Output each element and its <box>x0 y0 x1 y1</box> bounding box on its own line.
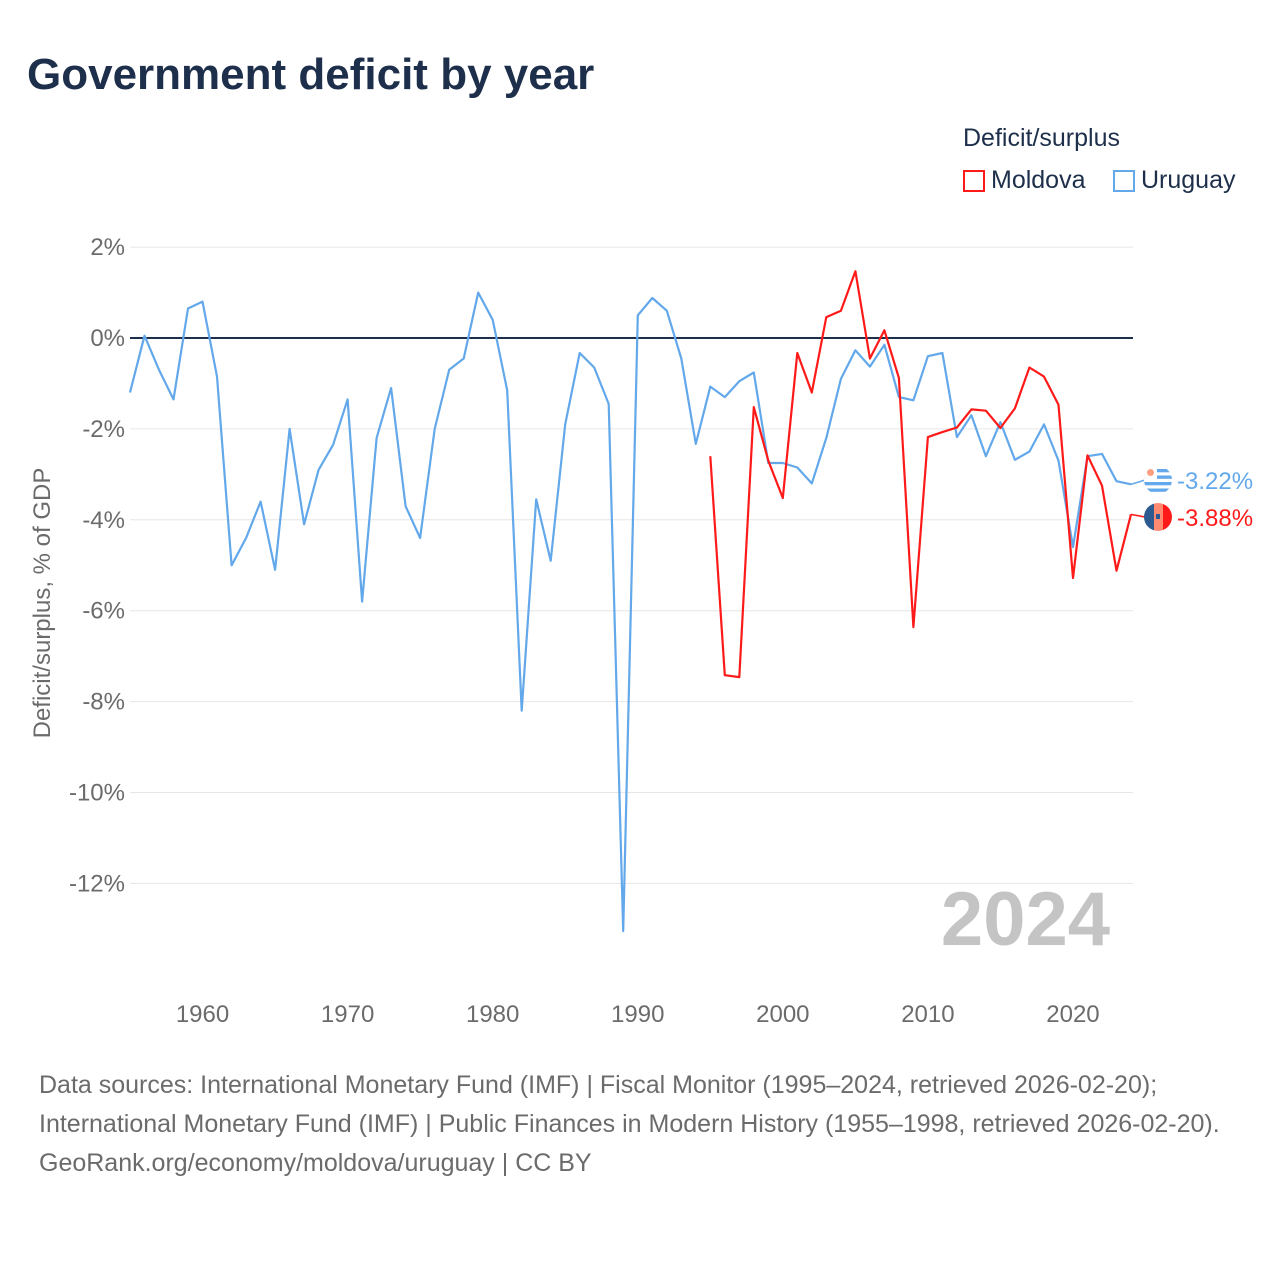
footer: Data sources: International Monetary Fun… <box>39 1066 1239 1183</box>
legend-item-uruguay[interactable]: Uruguay <box>1113 166 1236 195</box>
flag-sun <box>1147 469 1154 476</box>
data-sources: Data sources: International Monetary Fun… <box>39 1071 1220 1138</box>
x-tick-label: 2000 <box>756 1001 809 1028</box>
flag-moldova-icon <box>1144 503 1172 531</box>
series-line-moldova <box>709 270 1133 679</box>
legend-label-moldova: Moldova <box>991 166 1086 194</box>
flag-red <box>1163 503 1172 531</box>
legend-title: Deficit/surplus <box>963 124 1120 152</box>
flag-emblem <box>1156 514 1160 519</box>
x-tick-label: 2020 <box>1046 1001 1099 1028</box>
x-tick-label: 2010 <box>901 1001 954 1028</box>
y-tick-label: -10% <box>69 780 125 807</box>
year-label: 2024 <box>941 877 1110 962</box>
y-tick-label: -4% <box>82 507 125 534</box>
chart-title: Government deficit by year <box>27 50 595 99</box>
flag-uruguay-icon <box>1144 466 1172 494</box>
legend-swatch-moldova <box>963 169 985 192</box>
y-tick-label: 0% <box>90 325 125 352</box>
flag-blue <box>1144 503 1154 531</box>
flag-body <box>1144 466 1172 494</box>
x-tick-label: 1980 <box>466 1001 519 1028</box>
flag-stripe <box>1144 482 1172 486</box>
legend-item-moldova[interactable]: Moldova <box>963 166 1086 195</box>
credit-link[interactable]: GeoRank.org/economy/moldova/uruguay | CC… <box>39 1149 592 1177</box>
end-label-uruguay: -3.22% <box>1177 468 1253 495</box>
legend-swatch-uruguay <box>1113 169 1135 192</box>
end-connector-uruguay <box>1130 479 1146 486</box>
y-tick-label: -8% <box>82 689 125 716</box>
flag-stripe <box>1144 469 1172 473</box>
series-line-uruguay <box>128 291 1132 933</box>
x-tick-label: 1970 <box>321 1001 374 1028</box>
flag-stripe <box>1144 475 1172 479</box>
y-axis-label: Deficit/surplus, % of GDP <box>29 468 56 739</box>
end-connector-moldova <box>1130 513 1146 518</box>
y-tick-label: -12% <box>69 870 125 897</box>
end-label-moldova: -3.88% <box>1177 505 1253 532</box>
flag-stripe <box>1144 488 1172 492</box>
x-tick-label: 1990 <box>611 1001 664 1028</box>
x-tick-label: 1960 <box>176 1001 229 1028</box>
y-tick-label: 2% <box>90 234 125 261</box>
legend-label-uruguay: Uruguay <box>1141 166 1236 194</box>
line-chart: 2% 0% -2% -4% -6% -8% -10% -12% 1960 1970 1980 199… <box>29 234 1253 1028</box>
y-tick-label: -2% <box>82 416 125 443</box>
flag-body <box>1144 503 1172 531</box>
y-tick-label: -6% <box>82 598 125 625</box>
